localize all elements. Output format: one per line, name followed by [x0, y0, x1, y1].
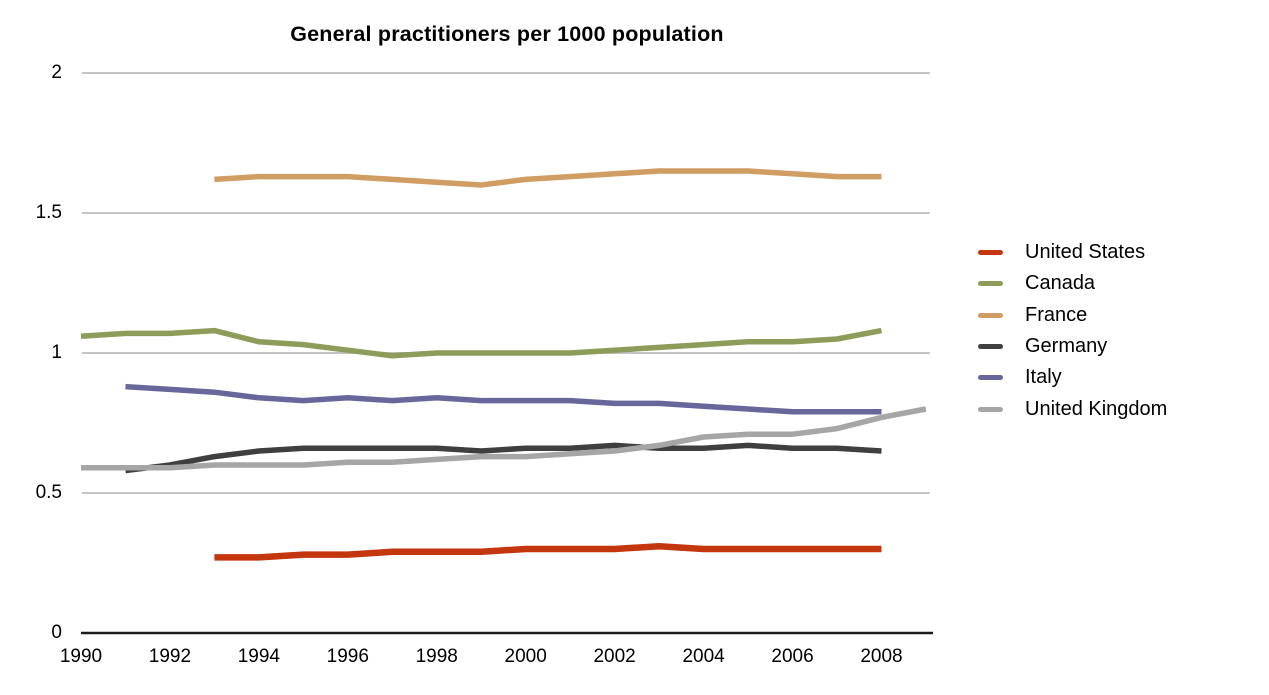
legend-item-united-states: United States	[978, 237, 1167, 268]
legend-item-germany: Germany	[978, 331, 1167, 362]
x-axis-tick-label: 2002	[593, 646, 636, 667]
series-line-germany	[125, 442, 882, 474]
legend-swatch-icon	[978, 375, 1003, 381]
x-axis-tick-label: 2006	[771, 646, 814, 667]
legend-item-canada: Canada	[978, 268, 1167, 299]
x-axis-tick-label: 1996	[326, 646, 369, 667]
legend-label: United Kingdom	[1025, 397, 1168, 420]
legend-item-united-kingdom: United Kingdom	[978, 393, 1167, 424]
legend-swatch-icon	[978, 406, 1003, 412]
y-axis-tick-label: 0.5	[35, 482, 62, 503]
legend-label: Canada	[1025, 272, 1096, 295]
series-line-canada	[80, 327, 883, 359]
legend-swatch-icon	[978, 281, 1003, 287]
x-axis-tick-label: 1992	[148, 646, 192, 667]
x-axis-tick-label: 1994	[237, 646, 281, 667]
legend-item-italy: Italy	[978, 362, 1167, 393]
series-line-france	[214, 168, 882, 188]
chart-title: General practitioners per 1000 populatio…	[290, 22, 724, 46]
legend-label: Germany	[1025, 335, 1108, 358]
legend-label: France	[1025, 303, 1088, 326]
x-axis-tick-label: 2004	[682, 646, 725, 667]
y-axis-tick-label: 1.5	[35, 202, 62, 223]
legend: United States Canada France Germany Italy Uni…	[978, 237, 1167, 425]
legend-swatch-icon	[978, 344, 1003, 350]
y-axis-tick-label: 0	[51, 622, 62, 643]
y-axis-tick-label: 1	[51, 342, 62, 363]
x-axis-tick-label: 1990	[59, 646, 103, 667]
legend-swatch-icon	[978, 250, 1003, 256]
x-axis-tick-label: 1998	[415, 646, 458, 667]
x-axis-tick-label: 2008	[860, 646, 903, 667]
legend-item-france: France	[978, 300, 1167, 331]
legend-label: Italy	[1025, 366, 1062, 389]
y-axis-tick-label: 2	[51, 62, 62, 83]
x-axis-tick-label: 2000	[504, 646, 547, 667]
series-line-italy	[125, 383, 882, 415]
series-line-united-states	[214, 542, 882, 561]
series-line-united-kingdom	[81, 406, 927, 471]
legend-label: United States	[1025, 241, 1146, 264]
legend-swatch-icon	[978, 312, 1003, 318]
